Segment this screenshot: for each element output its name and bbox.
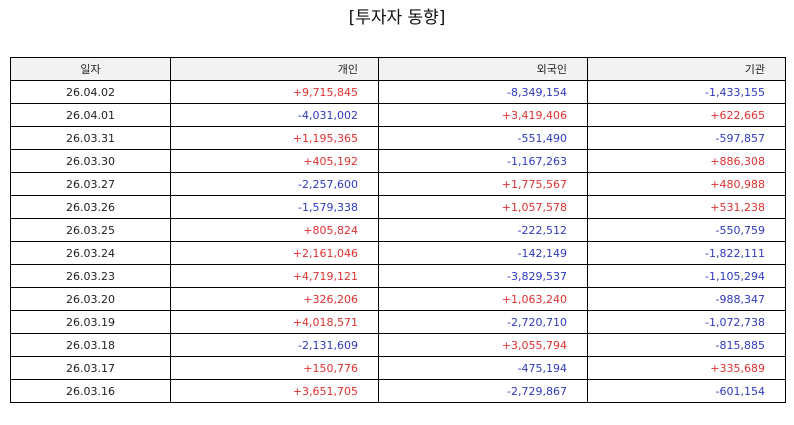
column-header-date: 일자: [10, 57, 171, 81]
cell-individual: -2,131,609: [170, 333, 379, 357]
cell-institution: -815,885: [587, 333, 786, 357]
investor-trend-table: 일자 개인 외국인 기관 26.04.02 +9,715,845 -8,349,15…: [10, 57, 786, 403]
cell-date: 26.03.31: [10, 126, 171, 150]
cell-date: 26.03.16: [10, 379, 171, 403]
cell-foreign: +3,419,406: [378, 103, 588, 127]
table-row: 26.03.30 +405,192 -1,167,263 +886,308: [10, 149, 786, 173]
cell-institution: -988,347: [587, 287, 786, 311]
table-row: 26.03.26 -1,579,338 +1,057,578 +531,238: [10, 195, 786, 219]
cell-date: 26.03.24: [10, 241, 171, 265]
cell-foreign: +3,055,794: [378, 333, 588, 357]
cell-date: 26.03.23: [10, 264, 171, 288]
table-row: 26.03.20 +326,206 +1,063,240 -988,347: [10, 287, 786, 311]
cell-individual: +805,824: [170, 218, 379, 242]
cell-institution: +480,988: [587, 172, 786, 196]
cell-institution: -597,857: [587, 126, 786, 150]
cell-individual: +2,161,046: [170, 241, 379, 265]
cell-individual: -1,579,338: [170, 195, 379, 219]
cell-date: 26.03.19: [10, 310, 171, 334]
cell-institution: -601,154: [587, 379, 786, 403]
cell-institution: -1,433,155: [587, 80, 786, 104]
cell-foreign: +1,063,240: [378, 287, 588, 311]
cell-institution: +622,665: [587, 103, 786, 127]
table-row: 26.03.27 -2,257,600 +1,775,567 +480,988: [10, 172, 786, 196]
cell-institution: +886,308: [587, 149, 786, 173]
cell-institution: -1,072,738: [587, 310, 786, 334]
cell-individual: +150,776: [170, 356, 379, 380]
table-row: 26.03.18 -2,131,609 +3,055,794 -815,885: [10, 333, 786, 357]
cell-foreign: -551,490: [378, 126, 588, 150]
table-row: 26.03.16 +3,651,705 -2,729,867 -601,154: [10, 379, 786, 403]
cell-date: 26.03.18: [10, 333, 171, 357]
column-header-institution: 기관: [587, 57, 786, 81]
cell-foreign: -2,729,867: [378, 379, 588, 403]
cell-date: 26.04.02: [10, 80, 171, 104]
cell-individual: -4,031,002: [170, 103, 379, 127]
cell-institution: +335,689: [587, 356, 786, 380]
page-title: [투자자 동향]: [348, 8, 446, 28]
cell-individual: +326,206: [170, 287, 379, 311]
cell-date: 26.03.30: [10, 149, 171, 173]
table-header-row: 일자 개인 외국인 기관: [10, 57, 786, 81]
cell-individual: +3,651,705: [170, 379, 379, 403]
cell-foreign: -8,349,154: [378, 80, 588, 104]
table-row: 26.03.19 +4,018,571 -2,720,710 -1,072,738: [10, 310, 786, 334]
table-row: 26.03.31 +1,195,365 -551,490 -597,857: [10, 126, 786, 150]
column-header-individual: 개인: [170, 57, 379, 81]
cell-individual: +4,018,571: [170, 310, 379, 334]
cell-foreign: -3,829,537: [378, 264, 588, 288]
cell-individual: +405,192: [170, 149, 379, 173]
cell-institution: -1,105,294: [587, 264, 786, 288]
cell-foreign: -2,720,710: [378, 310, 588, 334]
cell-individual: +4,719,121: [170, 264, 379, 288]
table-row: 26.03.24 +2,161,046 -142,149 -1,822,111: [10, 241, 786, 265]
cell-individual: +1,195,365: [170, 126, 379, 150]
cell-foreign: -1,167,263: [378, 149, 588, 173]
table-row: 26.03.23 +4,719,121 -3,829,537 -1,105,294: [10, 264, 786, 288]
table-row: 26.04.01 -4,031,002 +3,419,406 +622,665: [10, 103, 786, 127]
cell-date: 26.03.26: [10, 195, 171, 219]
table-body: 26.04.02 +9,715,845 -8,349,154 -1,433,155 26…: [10, 80, 786, 403]
cell-institution: +531,238: [587, 195, 786, 219]
table-row: 26.03.17 +150,776 -475,194 +335,689: [10, 356, 786, 380]
cell-individual: +9,715,845: [170, 80, 379, 104]
cell-individual: -2,257,600: [170, 172, 379, 196]
column-header-foreign: 외국인: [378, 57, 588, 81]
cell-institution: -1,822,111: [587, 241, 786, 265]
cell-foreign: -142,149: [378, 241, 588, 265]
cell-foreign: +1,057,578: [378, 195, 588, 219]
cell-date: 26.03.17: [10, 356, 171, 380]
table-row: 26.04.02 +9,715,845 -8,349,154 -1,433,155: [10, 80, 786, 104]
cell-institution: -550,759: [587, 218, 786, 242]
cell-date: 26.03.27: [10, 172, 171, 196]
cell-date: 26.03.20: [10, 287, 171, 311]
cell-date: 26.03.25: [10, 218, 171, 242]
cell-foreign: +1,775,567: [378, 172, 588, 196]
cell-foreign: -222,512: [378, 218, 588, 242]
cell-date: 26.04.01: [10, 103, 171, 127]
table-row: 26.03.25 +805,824 -222,512 -550,759: [10, 218, 786, 242]
cell-foreign: -475,194: [378, 356, 588, 380]
